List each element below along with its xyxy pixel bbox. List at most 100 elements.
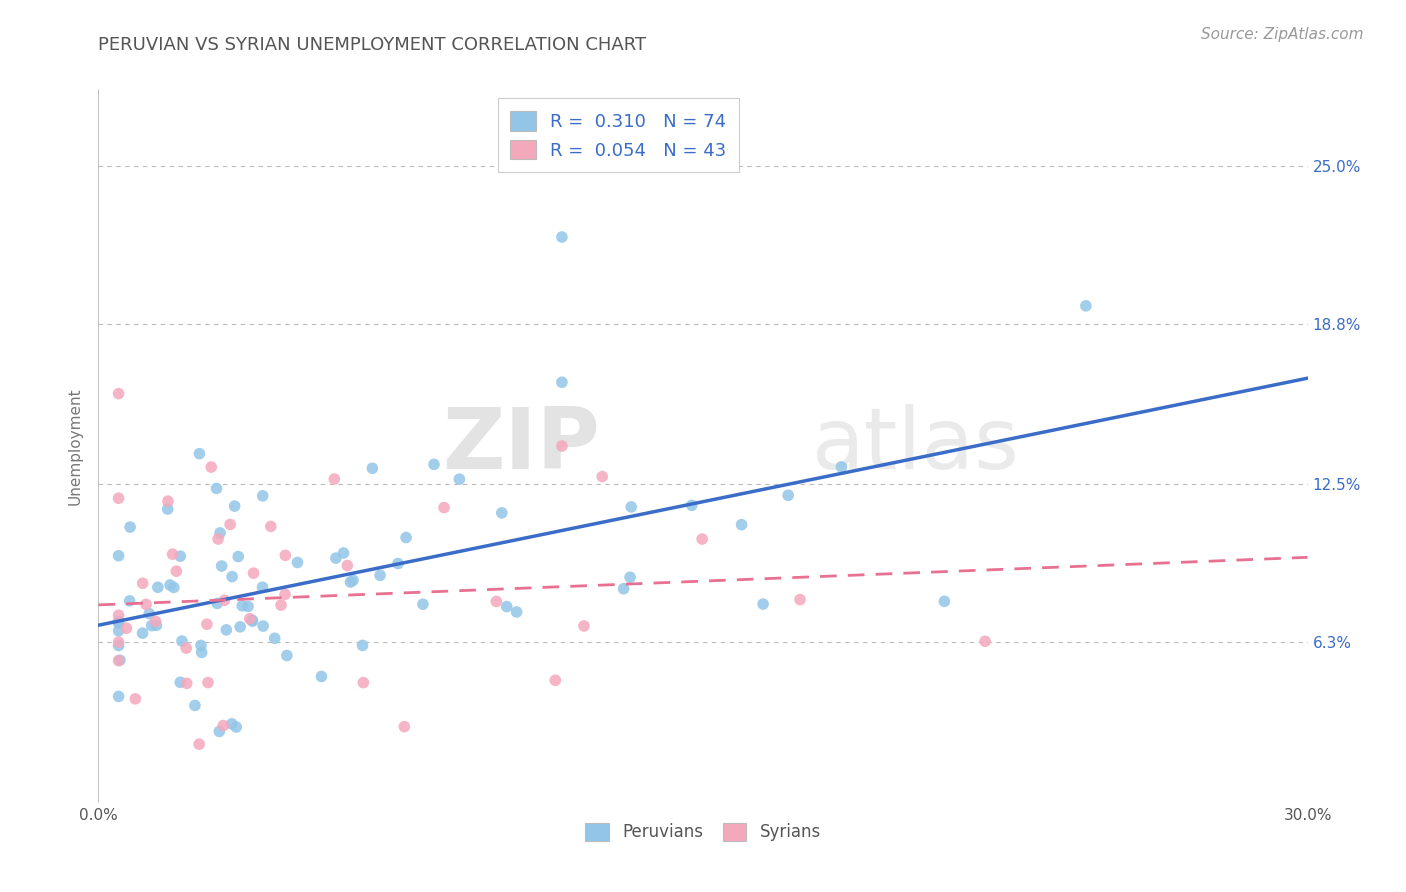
Point: [387, 557, 409, 571]
Point: [551, 376, 574, 390]
Point: [107, 690, 129, 704]
Point: [423, 458, 446, 472]
Point: [551, 439, 574, 453]
Point: [145, 615, 167, 629]
Point: [332, 546, 354, 560]
Point: [207, 596, 229, 610]
Point: [108, 653, 131, 667]
Point: [215, 623, 238, 637]
Point: [336, 558, 359, 573]
Point: [789, 592, 811, 607]
Point: [240, 613, 263, 627]
Point: [342, 574, 364, 588]
Point: [239, 612, 262, 626]
Point: [352, 639, 374, 653]
Point: [138, 607, 160, 621]
Point: [159, 578, 181, 592]
Point: [107, 654, 129, 668]
Point: [190, 645, 212, 659]
Point: [572, 619, 595, 633]
Point: [270, 598, 292, 612]
Point: [197, 675, 219, 690]
Point: [156, 502, 179, 516]
Point: [131, 626, 153, 640]
Point: [184, 698, 207, 713]
Point: [325, 551, 347, 566]
Point: [974, 634, 997, 648]
Point: [209, 525, 232, 540]
Point: [1074, 299, 1097, 313]
Point: [107, 616, 129, 631]
Point: [260, 519, 283, 533]
Point: [613, 582, 636, 596]
Point: [433, 500, 456, 515]
Point: [176, 676, 198, 690]
Text: Source: ZipAtlas.com: Source: ZipAtlas.com: [1201, 27, 1364, 42]
Point: [141, 808, 163, 822]
Point: [190, 639, 212, 653]
Point: [107, 615, 129, 629]
Point: [162, 547, 184, 561]
Point: [124, 691, 146, 706]
Point: [195, 617, 218, 632]
Point: [495, 599, 517, 614]
Text: PERUVIAN VS SYRIAN UNEMPLOYMENT CORRELATION CHART: PERUVIAN VS SYRIAN UNEMPLOYMENT CORRELAT…: [98, 36, 647, 54]
Point: [169, 549, 191, 564]
Text: atlas: atlas: [811, 404, 1019, 488]
Point: [207, 532, 229, 546]
Point: [591, 469, 613, 483]
Point: [107, 608, 129, 623]
Point: [752, 597, 775, 611]
Point: [221, 716, 243, 731]
Point: [169, 675, 191, 690]
Point: [236, 599, 259, 614]
Point: [242, 614, 264, 628]
Point: [163, 581, 186, 595]
Point: [219, 517, 242, 532]
Point: [188, 737, 211, 751]
Point: [205, 482, 228, 496]
Point: [131, 576, 153, 591]
Point: [107, 624, 129, 638]
Point: [619, 570, 641, 584]
Point: [212, 718, 235, 732]
Point: [352, 675, 374, 690]
Point: [208, 724, 231, 739]
Point: [730, 517, 752, 532]
Point: [274, 587, 297, 601]
Point: [214, 593, 236, 607]
Point: [135, 598, 157, 612]
Point: [368, 568, 391, 582]
Point: [141, 618, 163, 632]
Point: [395, 531, 418, 545]
Point: [174, 641, 197, 656]
Point: [449, 472, 471, 486]
Point: [287, 556, 309, 570]
Point: [107, 549, 129, 563]
Point: [681, 498, 703, 512]
Point: [311, 669, 333, 683]
Point: [146, 580, 169, 594]
Point: [188, 447, 211, 461]
Point: [145, 618, 167, 632]
Point: [226, 549, 249, 564]
Point: [242, 566, 264, 581]
Point: [200, 460, 222, 475]
Point: [221, 569, 243, 583]
Point: [323, 472, 346, 486]
Point: [276, 648, 298, 663]
Point: [231, 599, 253, 613]
Point: [361, 461, 384, 475]
Point: [485, 594, 508, 608]
Point: [252, 489, 274, 503]
Point: [690, 532, 713, 546]
Point: [229, 620, 252, 634]
Point: [107, 491, 129, 506]
Point: [252, 580, 274, 594]
Point: [778, 488, 800, 502]
Point: [211, 559, 233, 574]
Point: [118, 594, 141, 608]
Point: [544, 673, 567, 688]
Point: [830, 459, 852, 474]
Point: [551, 230, 574, 244]
